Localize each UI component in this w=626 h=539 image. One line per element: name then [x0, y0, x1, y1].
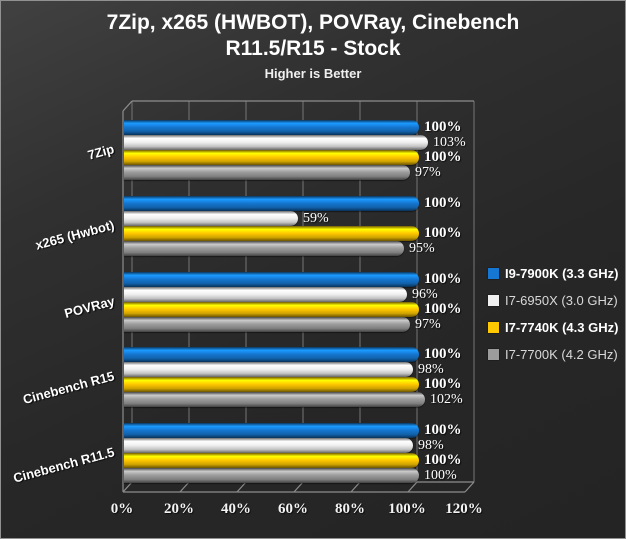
legend-row: I7-6950X (3.0 GHz)	[488, 289, 618, 311]
legend-label: I7-7740K (4.3 GHz)	[505, 319, 619, 335]
legend-label: I7-7700K (4.2 GHz)	[505, 346, 618, 362]
bar-value-label: 100%	[424, 376, 462, 392]
bar-I7-7700K (4.2 GHz)	[124, 317, 410, 332]
bar-I7-6950X (3.0 GHz)	[124, 438, 413, 453]
bar-value-label: 97%	[415, 165, 441, 180]
bar-I7-7700K (4.2 GHz)	[124, 392, 425, 407]
legend-swatch-icon	[488, 294, 499, 306]
x-axis-tick: 60%	[278, 501, 308, 517]
bar-I7-6950X (3.0 GHz)	[124, 287, 407, 302]
bar-value-label: 100%	[424, 422, 462, 438]
bar-value-label: 100%	[424, 468, 457, 483]
bar-I7-7740K (4.3 GHz)	[124, 377, 419, 392]
x-axis-tick: 20%	[164, 501, 194, 517]
chart-title-line2: R11.5/R15 - Stock	[225, 37, 401, 60]
bar-I7-6950X (3.0 GHz)	[124, 211, 298, 226]
legend-swatch-icon	[488, 348, 499, 360]
category-label: POVRay	[62, 293, 116, 322]
legend-row: I9-7900K (3.3 GHz)	[488, 262, 618, 284]
bar-value-label: 98%	[418, 362, 444, 377]
category-label: Cinebench R15	[21, 368, 116, 408]
bar-I7-7740K (4.3 GHz)	[124, 453, 419, 468]
bar-I9-7900K (3.3 GHz)	[124, 120, 419, 135]
bar-I7-7700K (4.2 GHz)	[124, 468, 419, 483]
bar-I9-7900K (3.3 GHz)	[124, 196, 419, 211]
bar-value-label: 96%	[412, 287, 438, 302]
chart-subtitle: Higher is Better	[264, 66, 362, 81]
legend: I9-7900K (3.3 GHz) I7-6950X (3.0 GHz) I7-7…	[488, 262, 618, 370]
bar-value-label: 95%	[409, 241, 435, 256]
bar-I7-7740K (4.3 GHz)	[124, 302, 419, 317]
legend-swatch-icon	[488, 321, 499, 333]
x-axis-tick: 100%	[388, 501, 426, 517]
legend-row: I7-7740K (4.3 GHz)	[488, 316, 618, 338]
category-label: 7Zip	[86, 141, 116, 163]
bar-value-label: 97%	[415, 317, 441, 332]
bar-value-label: 100%	[424, 225, 462, 241]
x-axis-tick: 120%	[445, 501, 483, 517]
x-axis-tick: 80%	[335, 501, 365, 517]
bar-I7-7740K (4.3 GHz)	[124, 226, 419, 241]
bar-value-label: 100%	[424, 119, 462, 135]
chart-title-line1: 7Zip, x265 (HWBOT), POVRay, Cinebench	[106, 11, 520, 34]
bar-I7-7740K (4.3 GHz)	[124, 150, 419, 165]
bar-value-label: 59%	[303, 211, 329, 226]
bar-I9-7900K (3.3 GHz)	[124, 423, 419, 438]
bar-value-label: 100%	[424, 195, 462, 211]
bar-value-label: 100%	[424, 346, 462, 362]
legend-row: I7-7700K (4.2 GHz)	[488, 343, 618, 365]
bar-value-label: 100%	[424, 452, 462, 468]
x-axis-tick: 0%	[110, 501, 134, 517]
bar-value-label: 100%	[424, 149, 462, 165]
chart-header: 7Zip, x265 (HWBOT), POVRay, Cinebench R1…	[1, 10, 625, 81]
bar-value-label: 100%	[424, 271, 462, 287]
bar-I9-7900K (3.3 GHz)	[124, 347, 419, 362]
bar-I9-7900K (3.3 GHz)	[124, 272, 419, 287]
category-label: x265 (Hwbot)	[33, 217, 116, 253]
category-label: Cinebench R11.5	[11, 444, 116, 486]
bar-value-label: 98%	[418, 438, 444, 453]
bar-I7-7700K (4.2 GHz)	[124, 241, 404, 256]
bar-value-label: 102%	[430, 392, 463, 407]
x-axis-tick: 40%	[221, 501, 251, 517]
bar-I7-7700K (4.2 GHz)	[124, 165, 410, 180]
legend-label: I9-7900K (3.3 GHz)	[505, 265, 619, 281]
bar-value-label: 103%	[433, 135, 466, 150]
legend-label: I7-6950X (3.0 GHz)	[505, 292, 618, 308]
bar-I7-6950X (3.0 GHz)	[124, 362, 413, 377]
bar-I7-6950X (3.0 GHz)	[124, 135, 428, 150]
legend-swatch-icon	[488, 267, 499, 279]
bar-value-label: 100%	[424, 301, 462, 317]
